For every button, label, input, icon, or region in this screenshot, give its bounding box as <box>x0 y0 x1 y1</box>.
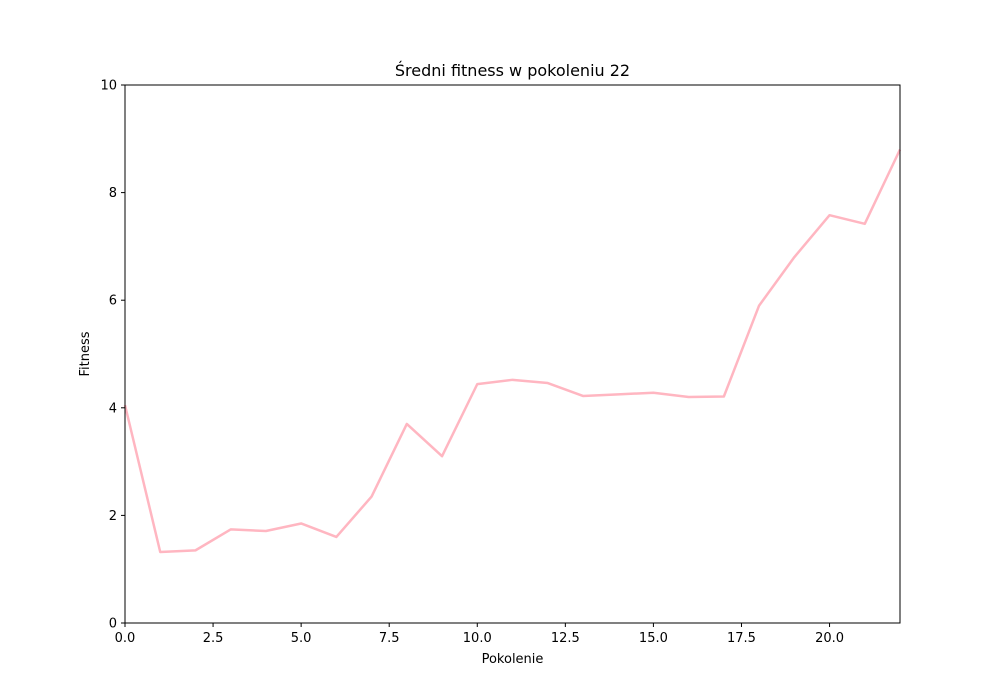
x-tick-label: 17.5 <box>727 631 756 646</box>
y-axis-label: Fitness <box>78 331 93 376</box>
x-tick-label: 0.0 <box>115 631 136 646</box>
y-tick-label: 0 <box>109 617 117 632</box>
plot-frame <box>124 84 901 624</box>
y-tick-label: 4 <box>109 401 117 416</box>
y-tick-label: 6 <box>109 294 117 309</box>
x-axis: 0.0 2.5 5.0 7.5 10.0 12.5 15.0 17.5 20.0 <box>115 623 844 646</box>
y-tick-label: 10 <box>100 79 117 94</box>
x-tick-label: 20.0 <box>815 631 844 646</box>
series-layer <box>123 149 902 554</box>
x-tick-label: 2.5 <box>203 631 224 646</box>
y-axis: 0 2 4 6 8 10 <box>100 79 125 632</box>
x-axis-label: Pokolenie <box>482 652 544 667</box>
x-tick-label: 10.0 <box>463 631 492 646</box>
chart-title: Średni fitness w pokoleniu 22 <box>395 61 630 80</box>
series-line <box>123 149 902 554</box>
x-tick-label: 7.5 <box>379 631 400 646</box>
y-tick-label: 2 <box>109 509 117 524</box>
plot-area <box>125 85 900 623</box>
y-tick-label: 8 <box>109 186 117 201</box>
x-tick-label: 15.0 <box>639 631 668 646</box>
x-tick-label: 5.0 <box>291 631 312 646</box>
x-tick-label: 12.5 <box>551 631 580 646</box>
